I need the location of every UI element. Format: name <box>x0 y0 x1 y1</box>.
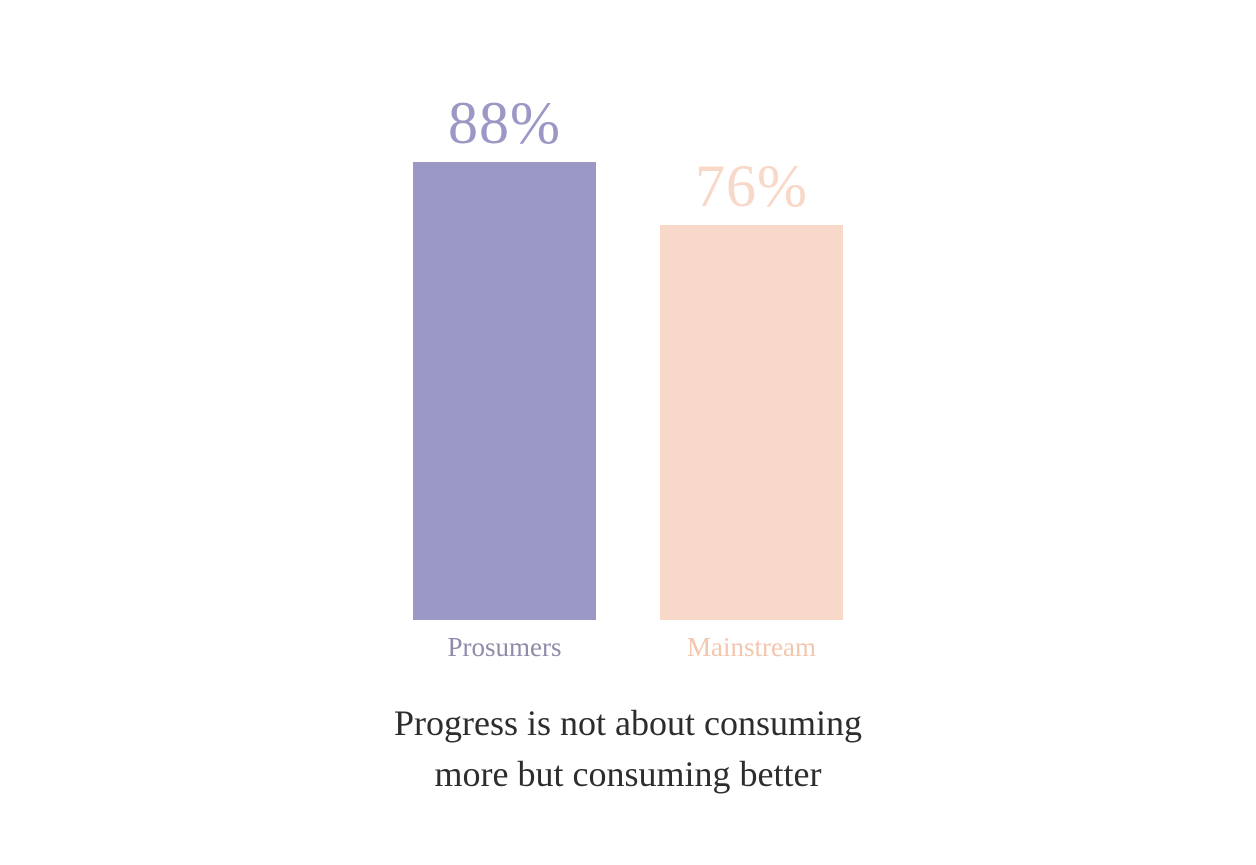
category-label-mainstream: Mainstream <box>687 632 816 662</box>
bar-group-mainstream: 76% Mainstream <box>660 153 843 665</box>
bar-chart: 88% Prosumers 76% Mainstream <box>413 90 843 665</box>
bar-mainstream <box>660 225 843 620</box>
value-label-prosumers: 88% <box>448 90 561 156</box>
category-label-prosumers: Prosumers <box>447 632 562 662</box>
caption-line-2: more but consuming better <box>434 754 822 795</box>
value-label-mainstream: 76% <box>695 153 808 219</box>
bar-group-prosumers: 88% Prosumers <box>413 90 596 665</box>
bar-prosumers <box>413 162 596 620</box>
chart-caption: Progress is not about consuming more but… <box>0 698 1256 800</box>
caption-line-1: Progress is not about consuming <box>394 703 862 743</box>
